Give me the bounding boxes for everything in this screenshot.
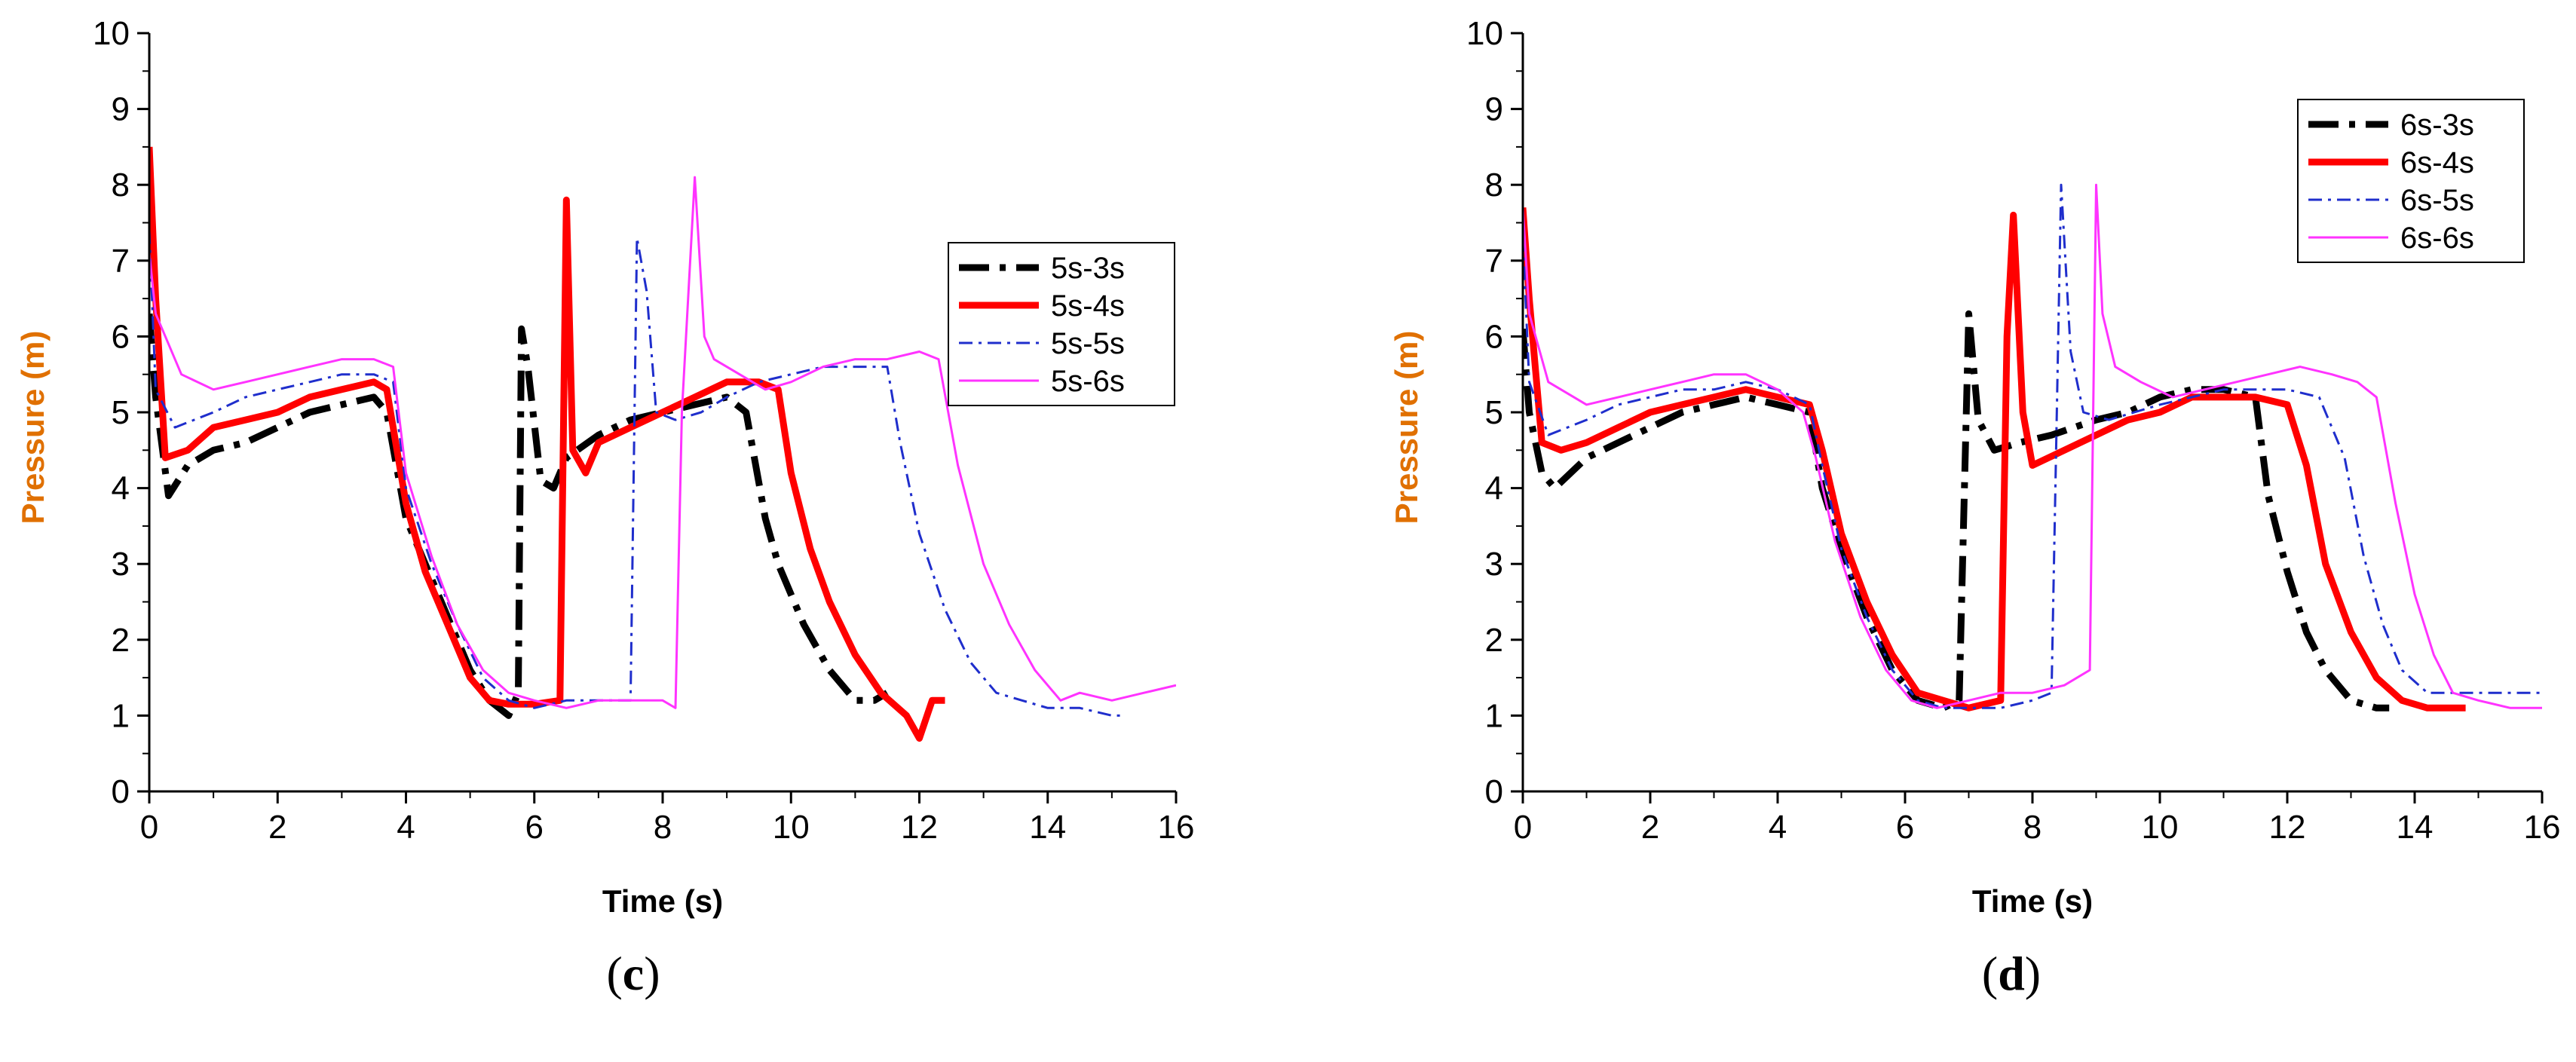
x-tick-label: 14: [1029, 809, 1066, 846]
legend: 6s-3s 6s-4s 6s-5s 6s-6s: [2297, 99, 2525, 263]
y-tick-label: 9: [112, 91, 130, 128]
panel-caption: (c): [606, 947, 660, 1000]
y-tick-label: 9: [1485, 91, 1503, 128]
y-tick-label: 10: [1466, 15, 1503, 52]
x-axis-title: Time (s): [602, 883, 723, 919]
y-tick-label: 2: [112, 622, 130, 659]
y-tick-label: 7: [1485, 243, 1503, 280]
x-tick-label: 2: [268, 809, 286, 846]
caption-letter: d: [1998, 947, 2025, 1000]
y-tick-label: 3: [1485, 546, 1503, 583]
y-tick-label: 10: [93, 15, 130, 52]
y-tick-label: 5: [1485, 394, 1503, 431]
x-tick-label: 14: [2397, 809, 2434, 846]
y-tick-label: 0: [112, 773, 130, 810]
x-tick-label: 12: [2269, 809, 2306, 846]
y-tick-label: 4: [112, 470, 130, 507]
y-tick-label: 4: [1485, 470, 1503, 507]
x-tick-label: 6: [1896, 809, 1914, 846]
series-line-6s-4s: [1523, 207, 2466, 712]
y-tick-label: 8: [1485, 167, 1503, 204]
x-tick-label: 0: [1514, 809, 1532, 846]
y-axis-title: Pressure (m): [15, 331, 51, 525]
series-line-6s-3s: [1523, 310, 2390, 712]
legend-label-6s-6s: 6s-6s: [2400, 222, 2474, 255]
y-tick-label: 2: [1485, 622, 1503, 659]
x-tick-label: 2: [1641, 809, 1659, 846]
x-tick-label: 8: [2023, 809, 2042, 846]
panel-caption: (d): [1982, 947, 2041, 1000]
x-tick-label: 16: [2524, 809, 2561, 846]
series-group: [149, 146, 1176, 742]
x-tick-label: 16: [1158, 809, 1195, 846]
y-axis-title: Pressure (m): [1389, 331, 1424, 525]
x-tick-label: 6: [525, 809, 544, 846]
caption-open-paren: (: [1982, 947, 1998, 1000]
legend-label-5s-5s: 5s-5s: [1051, 327, 1125, 360]
series-line-5s-6s: [149, 176, 1176, 709]
y-tick-label: 6: [1485, 318, 1503, 355]
caption-close-paren: ): [2025, 947, 2041, 1000]
y-tick-label: 7: [112, 243, 130, 280]
legend-label-6s-3s: 6s-3s: [2400, 109, 2474, 142]
x-tick-label: 10: [2142, 809, 2179, 846]
x-axis-title: Time (s): [1972, 883, 2093, 919]
legend-label-5s-3s: 5s-3s: [1051, 252, 1125, 285]
x-tick-label: 4: [397, 809, 415, 846]
series-line-5s-4s: [149, 146, 945, 742]
caption-letter: c: [623, 947, 644, 1000]
series-line-5s-3s: [149, 313, 890, 719]
y-tick-label: 3: [112, 546, 130, 583]
legend-label-6s-5s: 6s-5s: [2400, 184, 2474, 217]
x-tick-label: 8: [654, 809, 672, 846]
y-tick-label: 8: [112, 167, 130, 204]
legend: 5s-3s 5s-4s 5s-5s 5s-6s: [948, 242, 1175, 406]
x-tick-label: 12: [901, 809, 938, 846]
legend-label-5s-6s: 5s-6s: [1051, 365, 1125, 398]
y-tick-label: 0: [1485, 773, 1503, 810]
caption-open-paren: (: [606, 947, 622, 1000]
legend-label-5s-4s: 5s-4s: [1051, 289, 1125, 323]
x-tick-label: 10: [773, 809, 810, 846]
y-tick-label: 1: [112, 697, 130, 734]
y-tick-label: 5: [112, 394, 130, 431]
series-line-6s-5s: [1523, 183, 2542, 709]
caption-close-paren: ): [644, 947, 660, 1000]
x-tick-label: 4: [1769, 809, 1787, 846]
x-tick-label: 0: [140, 809, 158, 846]
series-line-6s-6s: [1523, 183, 2542, 709]
legend-label-6s-4s: 6s-4s: [2400, 146, 2474, 179]
series-group: [1523, 183, 2542, 712]
y-tick-label: 1: [1485, 697, 1503, 734]
y-tick-label: 6: [112, 318, 130, 355]
